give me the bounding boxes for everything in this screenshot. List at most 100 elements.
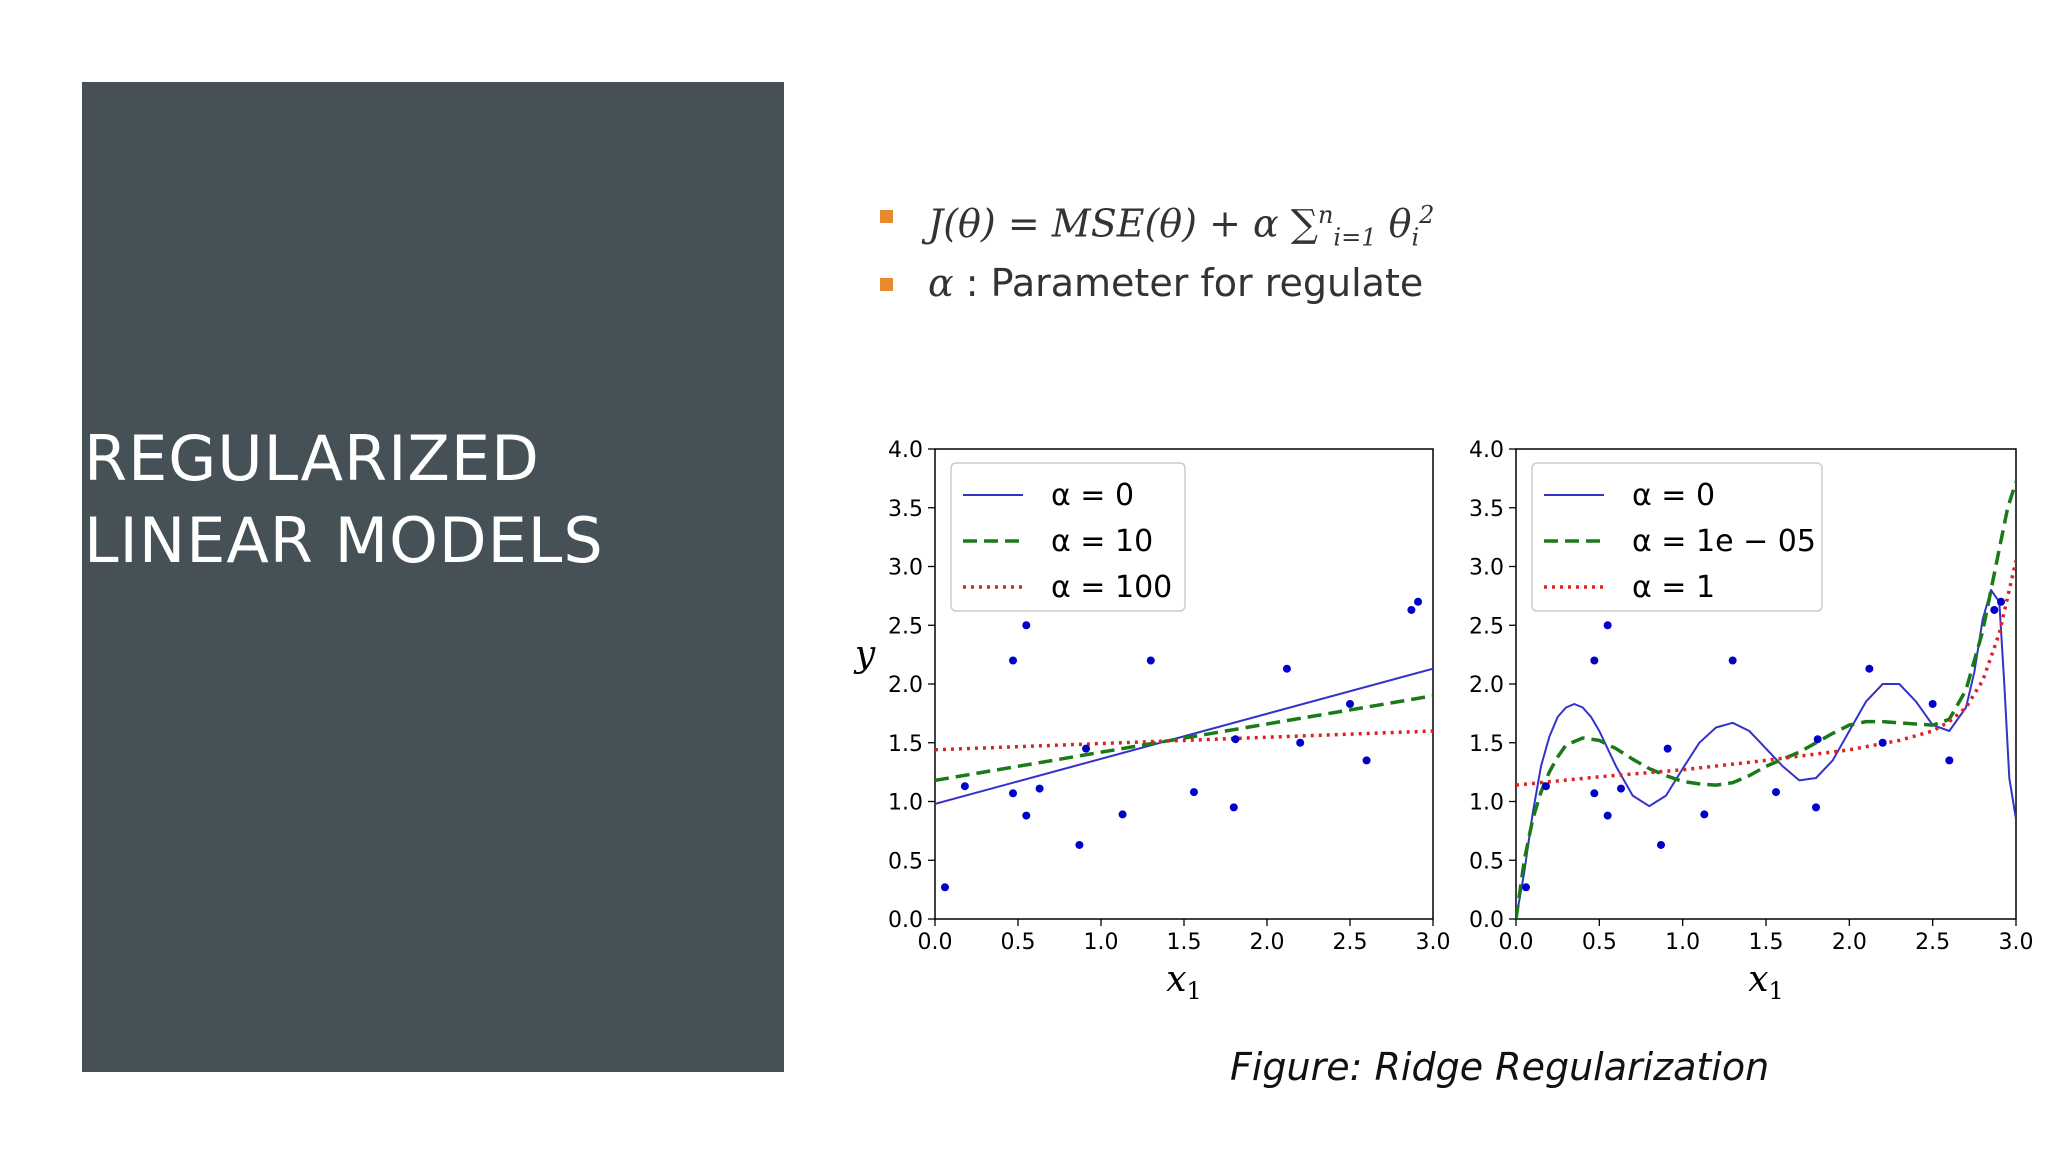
chart-2-y-tick-label: 4.0 [1469, 438, 1504, 463]
chart-1-data-point [1414, 597, 1423, 606]
chart-1-y-tick-label: 1.5 [888, 732, 923, 757]
chart-2-x-tick-label: 0.0 [1499, 930, 1534, 955]
chart-2-data-point [1617, 784, 1625, 793]
alpha-description: α : Parameter for regulate [928, 258, 1423, 308]
chart-2-data-point [1522, 883, 1530, 892]
chart-1-x-tick-label: 2.5 [1333, 930, 1368, 955]
formula-lhs: J(θ) [928, 201, 996, 246]
formula-sum-sign: ∑ [1290, 201, 1318, 246]
chart-2-data-point [1657, 840, 1665, 849]
chart-2-y-tick-label: 1.5 [1469, 732, 1504, 757]
chart-1-data-point [1009, 656, 1018, 665]
chart-1-data-point [1296, 738, 1305, 747]
chart-2-y-tick-label: 0.0 [1469, 908, 1504, 933]
chart-1-data-point [940, 883, 949, 892]
chart-2-x-tick-label: 0.5 [1582, 930, 1617, 955]
chart-2-series-2-line [1516, 481, 2016, 919]
chart-1-data-point [1075, 840, 1084, 849]
chart-2-x-tick-label: 3.0 [1999, 930, 2034, 955]
chart-2-data-point [1590, 656, 1599, 665]
chart-1-data-point [1362, 756, 1371, 765]
chart-2-data-point [1945, 756, 1954, 765]
chart-1-legend-label-1: α = 0 [1051, 478, 1134, 513]
figure-caption: Figure: Ridge Regularization [1230, 1045, 1770, 1089]
chart-1-y-axis-label: y [853, 634, 876, 675]
chart-1-y-tick-label: 3.5 [888, 497, 923, 522]
chart-2-series-3-line [1516, 560, 2016, 787]
ridge-cost-formula: J(θ) = MSE(θ) + α ∑ni=1 θi2 [928, 190, 1434, 262]
title-panel [82, 82, 784, 1072]
chart-2-data-point [1728, 656, 1737, 665]
chart-2-data-point [1812, 803, 1820, 812]
chart-2-data-point [1997, 597, 2005, 606]
chart-2-x-axis-label: x1 [1748, 959, 1784, 1005]
chart-2: 0.0 0.5 1.0 1.5 2.0 2.5 3.0 0.0 0.5 1.0 1.5 2.0 2.5 3… [1469, 438, 2034, 1005]
chart-1-y-tick-label: 2.5 [888, 614, 923, 639]
chart-2-data-point [1772, 788, 1780, 797]
chart-2-legend-box [1531, 462, 1823, 612]
chart-1: 0.0 0.5 1.0 1.5 2.0 2.5 3.0 0.0 0.5 1.0 1.5 2.0 2.5 3… [853, 438, 1451, 1005]
chart-1-series-group [935, 667, 1433, 805]
chart-1-legend-label-3: α = 100 [1051, 570, 1172, 605]
formula-equals: = [1007, 201, 1040, 246]
chart-2-data-point [1990, 605, 1999, 614]
formula-mse: MSE(θ) [1051, 201, 1198, 246]
chart-2-x-tick-label: 2.5 [1915, 930, 1950, 955]
chart-2-data-point [1603, 811, 1612, 820]
chart-2-legend-label-2: α = 1e − 05 [1632, 524, 1816, 559]
chart-1-x-tick-label: 1.5 [1167, 930, 1202, 955]
chart-1-data-point [1146, 656, 1155, 665]
chart-1-data-point [1407, 605, 1416, 614]
formula-theta: θ [1388, 201, 1412, 246]
chart-1-data-point [960, 782, 969, 791]
chart-1-data-point [1022, 621, 1031, 630]
formula-plus: + [1209, 201, 1241, 246]
alpha-description-text: : Parameter for regulate [953, 261, 1424, 305]
formula-theta-power: 2 [1419, 201, 1435, 229]
chart-2-data-point [1865, 664, 1874, 673]
slide-title-line-2: LINEAR MODELS [84, 504, 604, 577]
chart-2-y-tick-label: 2.0 [1469, 673, 1504, 698]
formula-theta-index: i [1411, 223, 1420, 252]
chart-2-data-point [1878, 738, 1887, 747]
chart-1-y-tick-label: 4.0 [888, 438, 923, 463]
chart-1-data-point [1282, 664, 1291, 673]
chart-2-legend: α = 0 α = 1e − 05 α = 1 [1531, 462, 1823, 612]
chart-1-legend-label-2: α = 10 [1051, 524, 1153, 559]
chart-2-series-1-line [1516, 589, 2016, 919]
chart-2-legend-label-1: α = 0 [1632, 478, 1715, 513]
chart-1-data-point [1022, 811, 1031, 820]
chart-1-y-tick-label: 0.5 [888, 849, 923, 874]
chart-2-y-tick-label: 3.5 [1469, 497, 1504, 522]
bullet-square-icon [880, 210, 893, 223]
chart-1-x-axis-label: x1 [1166, 959, 1202, 1005]
chart-2-y-tick-label: 0.5 [1469, 849, 1504, 874]
chart-1-x-tick-label: 0.0 [918, 930, 953, 955]
chart-1-data-point [1009, 789, 1018, 798]
chart-1-data-point [1229, 803, 1238, 812]
chart-1-series-2-line [935, 694, 1433, 783]
slide-title-line-1: REGULARIZED [84, 422, 540, 495]
chart-2-x-tick-label: 1.0 [1665, 930, 1700, 955]
formula-sum-upper: n [1317, 201, 1334, 229]
chart-1-data-point [1231, 735, 1240, 744]
chart-1-x-tick-label: 2.0 [1250, 930, 1285, 955]
chart-1-x-tick-label: 1.0 [1084, 930, 1119, 955]
chart-2-data-point [1542, 782, 1550, 791]
chart-1-x-tick-label: 0.5 [1001, 930, 1036, 955]
chart-1-series-3-line [935, 729, 1433, 752]
chart-1-y-tick-label: 1.0 [888, 791, 923, 816]
bullet-square-icon [880, 278, 893, 291]
chart-1-y-tick-label: 2.0 [888, 673, 923, 698]
chart-1-data-point [1346, 699, 1354, 708]
alpha-symbol: α [928, 261, 954, 305]
chart-1-y-tick-label: 0.0 [888, 908, 923, 933]
formula-alpha: α [1253, 201, 1279, 246]
chart-2-data-point [1663, 744, 1672, 753]
chart-1-data-point [1035, 784, 1044, 793]
chart-2-data-point [1590, 789, 1599, 798]
chart-2-data-point [1700, 810, 1709, 819]
chart-2-x-tick-label: 1.5 [1749, 930, 1784, 955]
chart-2-y-tick-label: 1.0 [1469, 791, 1504, 816]
chart-1-legend: α = 0 α = 10 α = 100 [950, 462, 1186, 612]
